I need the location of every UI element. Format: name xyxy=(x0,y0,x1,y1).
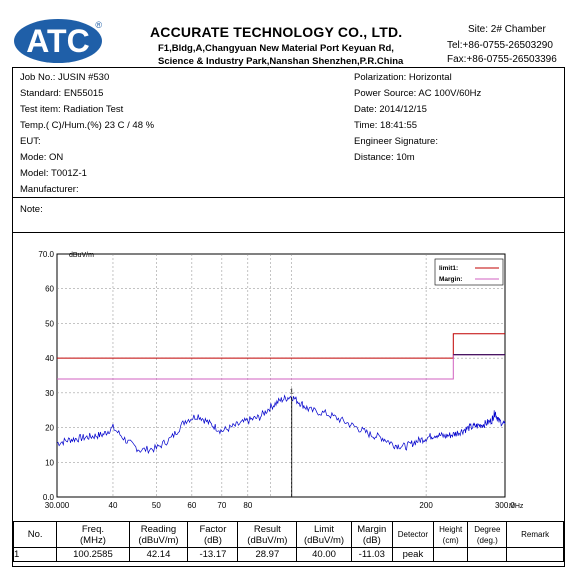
table-cell xyxy=(467,547,508,562)
y-tick-label: 60 xyxy=(45,285,54,294)
company-name: ACCURATE TECHNOLOGY CO., LTD. xyxy=(150,24,403,40)
column-header: No. xyxy=(12,521,58,548)
test-item: Test item: Radiation Test xyxy=(20,104,124,115)
temp-humidity: Temp.( C)/Hum.(%) 23 C / 48 % xyxy=(20,120,155,131)
legend-label: Margin: xyxy=(439,276,462,283)
y-axis-unit: dBuV/m xyxy=(69,252,94,259)
table-cell: 100.2585 xyxy=(56,547,130,562)
legend-box xyxy=(434,258,504,286)
note: Note: xyxy=(20,204,43,215)
power-source: Power Source: AC 100V/60Hz xyxy=(354,88,482,99)
table-cell xyxy=(506,547,564,562)
test-time: Time: 18:41:55 xyxy=(354,120,418,131)
x-tick-label: 80 xyxy=(243,501,252,510)
job-number: Job No.: JUSIN #530 xyxy=(20,72,110,83)
logo-text: ATC xyxy=(26,23,89,59)
polarization: Polarization: Horizontal xyxy=(354,72,452,83)
column-header: Freq. (MHz) xyxy=(56,521,130,548)
table-cell: 42.14 xyxy=(128,547,189,562)
x-tick-label: 30.000 xyxy=(45,501,70,510)
model: Model: T001Z-1 xyxy=(20,168,87,179)
x-tick-label: 70 xyxy=(217,501,226,510)
y-tick-label: 10 xyxy=(45,458,54,467)
standard: Standard: EN55015 xyxy=(20,88,104,99)
mode: Mode: ON xyxy=(20,152,64,163)
table-row: 1 100.2585 42.14 -13.17 28.97 40.00 -11.03 peak xyxy=(12,547,564,562)
column-header: Margin (dB) xyxy=(350,521,393,548)
x-tick-label: 300.0 xyxy=(495,501,516,510)
registered-mark: ® xyxy=(95,20,102,30)
chart-lines xyxy=(56,333,506,497)
distance: Distance: 10m xyxy=(354,152,415,163)
y-tick-label: 50 xyxy=(45,319,54,328)
chart-grid xyxy=(56,253,506,498)
table-cell: 28.97 xyxy=(237,547,298,562)
y-tick-label: 70.0 xyxy=(38,250,54,259)
tel-label: Tel:+86-0755-26503290 xyxy=(447,40,553,51)
x-tick-label: 50 xyxy=(152,501,161,510)
table-cell: -11.03 xyxy=(350,547,393,562)
legend-label: limit1: xyxy=(439,265,458,272)
result-table: No. Freq. (MHz) Reading (dBuV/m) Factor (dB) Re… xyxy=(12,521,564,562)
x-tick-label: 200 xyxy=(419,501,433,510)
manufacturer: Manufacturer: xyxy=(20,184,79,195)
chart-labels: 0.0 10 20 30 40 50 60 70.0 30.000 40 50 60 70 80 200 30… xyxy=(38,250,523,510)
emission-chart: 0.0 10 20 30 40 50 60 70.0 30.000 40 50 60 70 80 200 30… xyxy=(38,250,523,510)
test-date: Date: 2014/12/15 xyxy=(354,104,427,115)
table-cell: 1 xyxy=(12,547,58,562)
column-header: Result (dBuV/m) xyxy=(237,521,298,548)
eut: EUT: xyxy=(20,136,41,147)
table-cell: 40.00 xyxy=(296,547,352,562)
table-cell: peak xyxy=(391,547,434,562)
y-tick-label: 0.0 xyxy=(43,493,55,502)
atc-logo: ATC ® xyxy=(14,19,102,63)
y-tick-label: 40 xyxy=(45,354,54,363)
address-line-2: Science & Industry Park,Nanshan Shenzhen… xyxy=(158,56,404,67)
report-frame xyxy=(12,67,565,567)
divider xyxy=(12,232,565,233)
column-header: Reading (dBuV/m) xyxy=(128,521,189,548)
engineer-signature: Engineer Signature: xyxy=(354,136,438,147)
address-line-1: F1,Bldg,A,Changyuan New Material Port Ke… xyxy=(158,43,394,54)
table-cell: -13.17 xyxy=(187,547,239,562)
y-tick-label: 20 xyxy=(45,424,54,433)
x-tick-label: 40 xyxy=(109,501,118,510)
column-header: Factor (dB) xyxy=(187,521,239,548)
column-header: Remark xyxy=(506,521,564,548)
x-axis-unit: MHz xyxy=(509,503,524,510)
chart-legend: limit1: Margin: xyxy=(434,258,504,286)
plot-frame xyxy=(56,253,506,498)
column-header: Height (cm) xyxy=(432,521,469,548)
table-header-row: No. Freq. (MHz) Reading (dBuV/m) Factor (dB) Re… xyxy=(12,521,564,548)
table-body: 1 100.2585 42.14 -13.17 28.97 40.00 -11.03 peak xyxy=(12,547,564,562)
y-tick-label: 30 xyxy=(45,389,54,398)
column-header: Detector xyxy=(391,521,434,548)
table-cell xyxy=(432,547,469,562)
x-tick-label: 60 xyxy=(187,501,196,510)
limit-line xyxy=(57,333,505,359)
column-header: Limit (dBuV/m) xyxy=(296,521,352,548)
divider xyxy=(12,197,565,198)
marker-label: 1 xyxy=(290,388,294,395)
column-header: Degree (deg.) xyxy=(467,521,508,548)
measurement-trace xyxy=(56,394,506,455)
fax-label: Fax:+86-0755-26503396 xyxy=(447,54,557,65)
site-label: Site: 2# Chamber xyxy=(468,24,546,35)
